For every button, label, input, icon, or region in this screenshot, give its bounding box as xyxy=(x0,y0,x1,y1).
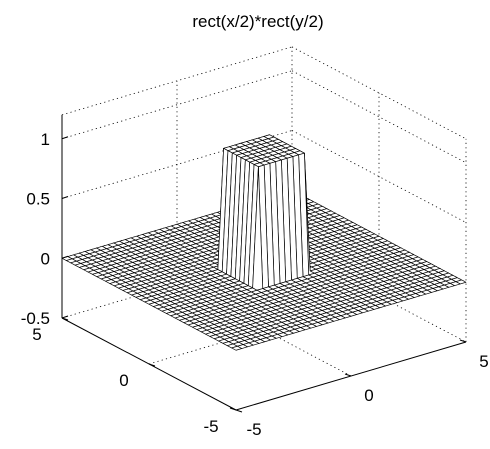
grid-line xyxy=(291,70,467,164)
surface-mesh xyxy=(61,134,467,351)
x-tick-label: 5 xyxy=(479,352,488,371)
grid-line xyxy=(61,46,293,116)
z-tick-label: -0.5 xyxy=(21,309,50,328)
z-tick xyxy=(61,196,69,199)
tick-labels: -0.5 0 0.5 1 -5 0 5 -5 0 5 xyxy=(21,130,489,439)
y-tick xyxy=(235,409,243,413)
x-tick xyxy=(344,373,352,377)
x-tick-label: -5 xyxy=(246,420,261,439)
z-tick xyxy=(61,315,69,319)
x-tick xyxy=(459,339,467,343)
axes xyxy=(61,114,467,413)
x-tick xyxy=(229,407,237,411)
y-tick-label: 5 xyxy=(32,325,41,344)
x-tick-label: 0 xyxy=(364,386,373,405)
z-tick-label: 0.5 xyxy=(26,190,50,209)
y-tick xyxy=(148,363,156,367)
grid-line xyxy=(291,46,467,140)
y-tick-label: -5 xyxy=(203,417,218,436)
z-tick-label: 1 xyxy=(41,130,50,149)
surface-face xyxy=(231,345,243,351)
y-tick-label: 0 xyxy=(119,371,128,390)
z-tick xyxy=(61,136,69,140)
y-tick xyxy=(61,317,69,321)
z-tick xyxy=(61,255,69,259)
z-tick-label: 0 xyxy=(41,249,50,268)
grid-line xyxy=(61,70,293,140)
chart-title: rect(x/2)*rect(y/2) xyxy=(192,12,323,31)
